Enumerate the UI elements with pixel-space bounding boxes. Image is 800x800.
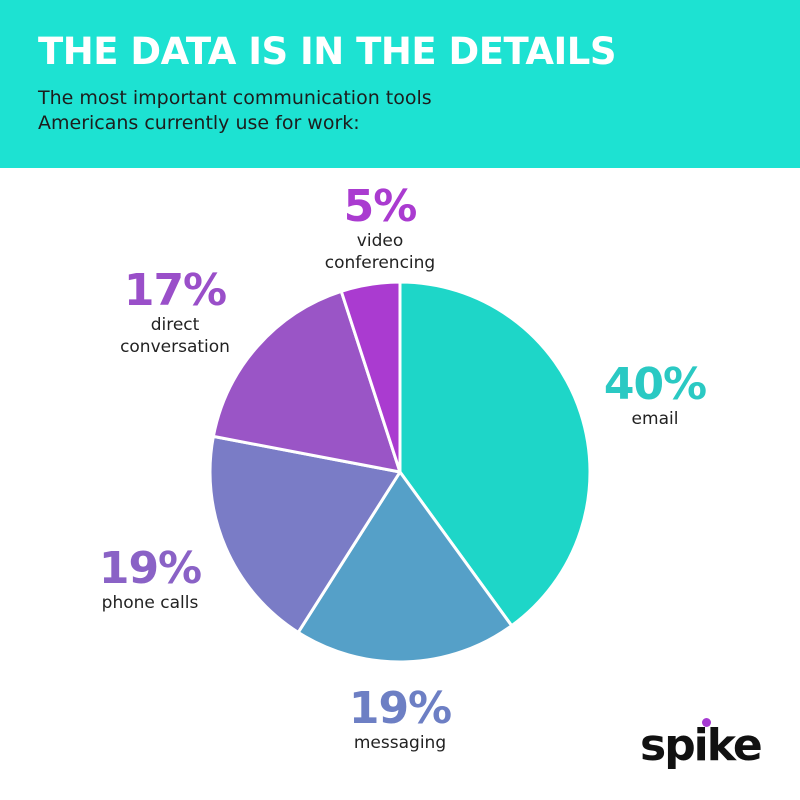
email-percent: 40%: [603, 359, 707, 410]
messaging-percent: 19%: [348, 683, 452, 734]
email-label: email: [631, 409, 679, 429]
page-title: THE DATA IS IN THE DETAILS: [38, 30, 616, 73]
phone-calls-label: phone calls: [101, 593, 199, 613]
direct-conversation-label-line1: direct: [150, 315, 200, 335]
spike-logo-dot: [702, 718, 711, 727]
messaging-label: messaging: [353, 733, 447, 753]
direct-conversation-percent: 17%: [123, 265, 227, 316]
label-direct-conversation: 17% direct conversation: [70, 268, 280, 358]
pie-slice-messaging: [296, 470, 514, 664]
subtitle-line-1: The most important communication tools: [38, 87, 432, 109]
phone-calls-percent: 19%: [98, 543, 202, 594]
label-email: 40% email: [585, 362, 725, 430]
video-conferencing-label-line2: conferencing: [324, 253, 436, 273]
pie-slice-email: [398, 280, 592, 628]
page-subtitle: The most important communication tools A…: [38, 86, 558, 136]
label-messaging: 19% messaging: [325, 686, 475, 754]
video-conferencing-percent: 5%: [343, 181, 418, 232]
direct-conversation-label-line2: conversation: [120, 337, 230, 357]
spike-logo: spike: [640, 718, 763, 771]
subtitle-line-2: Americans currently use for work:: [38, 112, 360, 134]
video-conferencing-label-line1: video: [356, 231, 404, 251]
pie-slice-video-conferencing: [339, 280, 402, 474]
label-phone-calls: 19% phone calls: [80, 546, 220, 614]
header-banner: THE DATA IS IN THE DETAILS The most impo…: [0, 0, 800, 168]
spike-logo-text: spike: [640, 720, 763, 771]
label-video-conferencing: 5% video conferencing: [300, 184, 460, 274]
pie-slice-phone-calls: [208, 434, 402, 634]
pie-slice-direct-conversation: [211, 289, 402, 474]
